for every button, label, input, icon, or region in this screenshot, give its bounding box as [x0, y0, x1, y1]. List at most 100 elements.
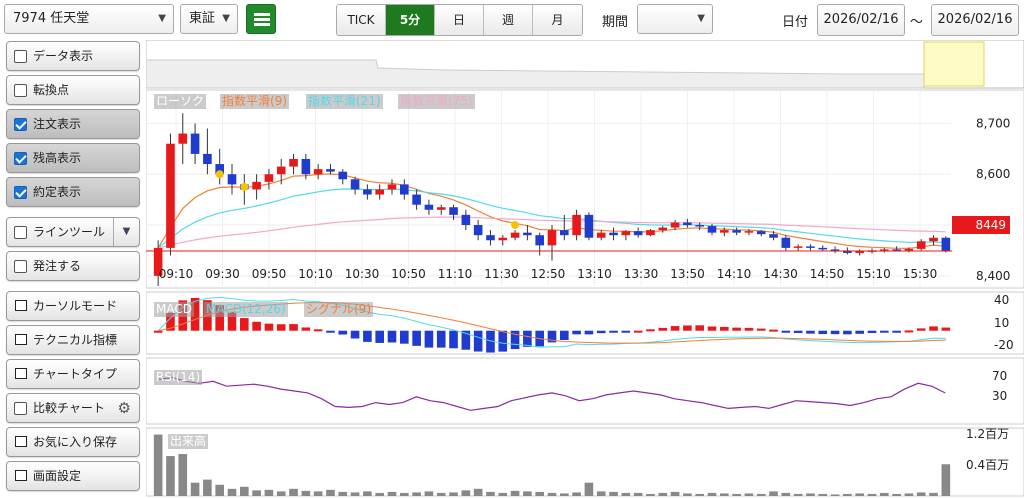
volume-bar — [572, 492, 581, 496]
volume-bar — [670, 491, 680, 496]
list-view-button[interactable] — [246, 4, 276, 34]
execution-marker — [215, 170, 224, 179]
turning-point-label: 転換点 — [33, 83, 70, 97]
macd-histogram-bar — [793, 330, 803, 333]
tab-month[interactable]: 月 — [533, 5, 582, 35]
candle-body — [756, 231, 766, 235]
legend-macd-line: MACD(12,26) — [204, 302, 288, 317]
macd-y-tick-label: 40 — [994, 293, 1009, 307]
volume-bar — [547, 492, 557, 496]
volume-bar — [892, 493, 901, 496]
date-to-input[interactable]: 2026/02/16 — [931, 4, 1019, 36]
compare-chart-label: 比較チャート — [33, 401, 105, 415]
macd-histogram-bar — [843, 330, 852, 335]
tab-tick[interactable]: TICK — [337, 5, 386, 35]
legend-macd: MACD — [154, 302, 194, 317]
period-select[interactable]: ▼ — [637, 4, 713, 34]
macd-histogram-bar — [670, 326, 680, 331]
place-order-toggle[interactable]: 発注する — [6, 251, 140, 281]
execution-display-toggle[interactable]: 約定表示 — [6, 177, 140, 207]
tab-week[interactable]: 週 — [484, 5, 533, 35]
candle-body — [547, 230, 557, 246]
candle-body — [461, 214, 471, 226]
list-icon — [254, 13, 270, 16]
rsi-line — [158, 376, 946, 411]
data-display-toggle[interactable]: データ表示 — [6, 41, 140, 71]
window-icon — [15, 466, 30, 481]
macd-line — [157, 296, 946, 348]
macd-histogram-bar — [153, 330, 163, 333]
balance-display-label: 残高表示 — [33, 151, 82, 165]
compare-chart-toggle[interactable]: 比較チャート ⚙ — [6, 393, 140, 423]
navigator-series — [146, 59, 925, 89]
x-tick-label: 09:10 — [159, 267, 194, 281]
macd-histogram-bar — [523, 330, 532, 347]
candle-body — [781, 237, 791, 248]
chart-type-button[interactable]: チャートタイプ — [6, 359, 140, 389]
macd-histogram-bar — [227, 311, 237, 331]
chart-area[interactable]: 8,7008,6008,5008,40009:1009:3009:5010:10… — [146, 40, 1024, 498]
candle-body — [535, 235, 544, 246]
balance-display-toggle[interactable]: 残高表示 — [6, 143, 140, 173]
candle-body — [301, 158, 311, 175]
tab-day[interactable]: 日 — [435, 5, 484, 35]
checkbox-checked-icon — [14, 118, 27, 131]
chevron-down-icon[interactable]: ▼ — [113, 218, 139, 246]
gear-icon[interactable]: ⚙ — [117, 399, 131, 417]
date-from-input[interactable]: 2026/02/16 — [817, 4, 905, 36]
candle-body — [707, 226, 717, 233]
place-order-label: 発注する — [33, 259, 82, 273]
candle-body — [436, 207, 446, 210]
candle-body — [769, 234, 778, 238]
macd-histogram-bar — [498, 330, 508, 352]
save-favorite-button[interactable]: お気に入り保存 — [6, 427, 140, 457]
volume-bar — [510, 490, 520, 496]
market-select[interactable]: 東証 ▼ — [180, 4, 238, 34]
legend-ema21: 指数平滑(21) — [306, 94, 383, 109]
legend-rsi: RSI(14) — [154, 370, 203, 385]
x-tick-label: 11:30 — [484, 267, 519, 281]
line-tool-toggle[interactable]: ラインツール ▼ — [6, 217, 140, 247]
window-icon — [15, 432, 30, 447]
volume-bar — [252, 490, 261, 496]
macd-histogram-bar — [855, 330, 864, 334]
range-navigator[interactable] — [146, 40, 1024, 89]
volume-bar — [461, 490, 471, 496]
stock-select[interactable]: 7974 任天堂 ▼ — [4, 4, 174, 34]
order-display-toggle[interactable]: 注文表示 — [6, 109, 140, 139]
volume-bar — [720, 493, 729, 496]
technical-indicators-button[interactable]: テクニカル指標 — [6, 325, 140, 355]
candle-body — [596, 232, 606, 238]
macd-histogram-bar — [609, 330, 618, 333]
turning-point-toggle[interactable]: 転換点 — [6, 75, 140, 105]
candle-body — [646, 230, 655, 236]
window-icon — [15, 330, 30, 345]
candle-body — [215, 164, 224, 175]
macd-histogram-bar — [166, 312, 175, 331]
market-select-value: 東証 — [189, 11, 216, 26]
axis-labels: 8,7008,6008,5008,40009:1009:3009:5010:10… — [159, 116, 1014, 472]
macd-histogram-bar — [510, 330, 520, 350]
legend-candles: ローソク — [154, 94, 207, 109]
macd-histogram-bar — [289, 324, 298, 331]
candle-body — [424, 204, 434, 210]
tab-5min[interactable]: 5分 — [386, 5, 435, 35]
macd-histogram-bar — [916, 328, 926, 331]
cursor-mode-button[interactable]: カーソルモード — [6, 291, 140, 321]
macd-histogram-bar — [584, 330, 594, 335]
macd-histogram-bar — [646, 329, 655, 332]
candle-body — [855, 251, 864, 253]
y-tick-label: 8,400 — [976, 269, 1010, 283]
legend-ema75: 指数平滑(75) — [398, 94, 475, 109]
execution-marker — [240, 182, 249, 191]
candle-body — [400, 184, 409, 195]
candle-body — [227, 174, 237, 185]
chart-canvas[interactable]: 8,7008,6008,5008,40009:1009:3009:5010:10… — [146, 40, 1024, 498]
candle-body — [720, 230, 729, 233]
macd-histogram-bar — [424, 330, 434, 348]
screen-settings-button[interactable]: 画面設定 — [6, 461, 140, 491]
candle-body — [793, 246, 803, 248]
macd-histogram-bar — [880, 330, 889, 333]
y-tick-label: 8,600 — [976, 167, 1010, 181]
x-tick-label: 09:50 — [252, 267, 287, 281]
